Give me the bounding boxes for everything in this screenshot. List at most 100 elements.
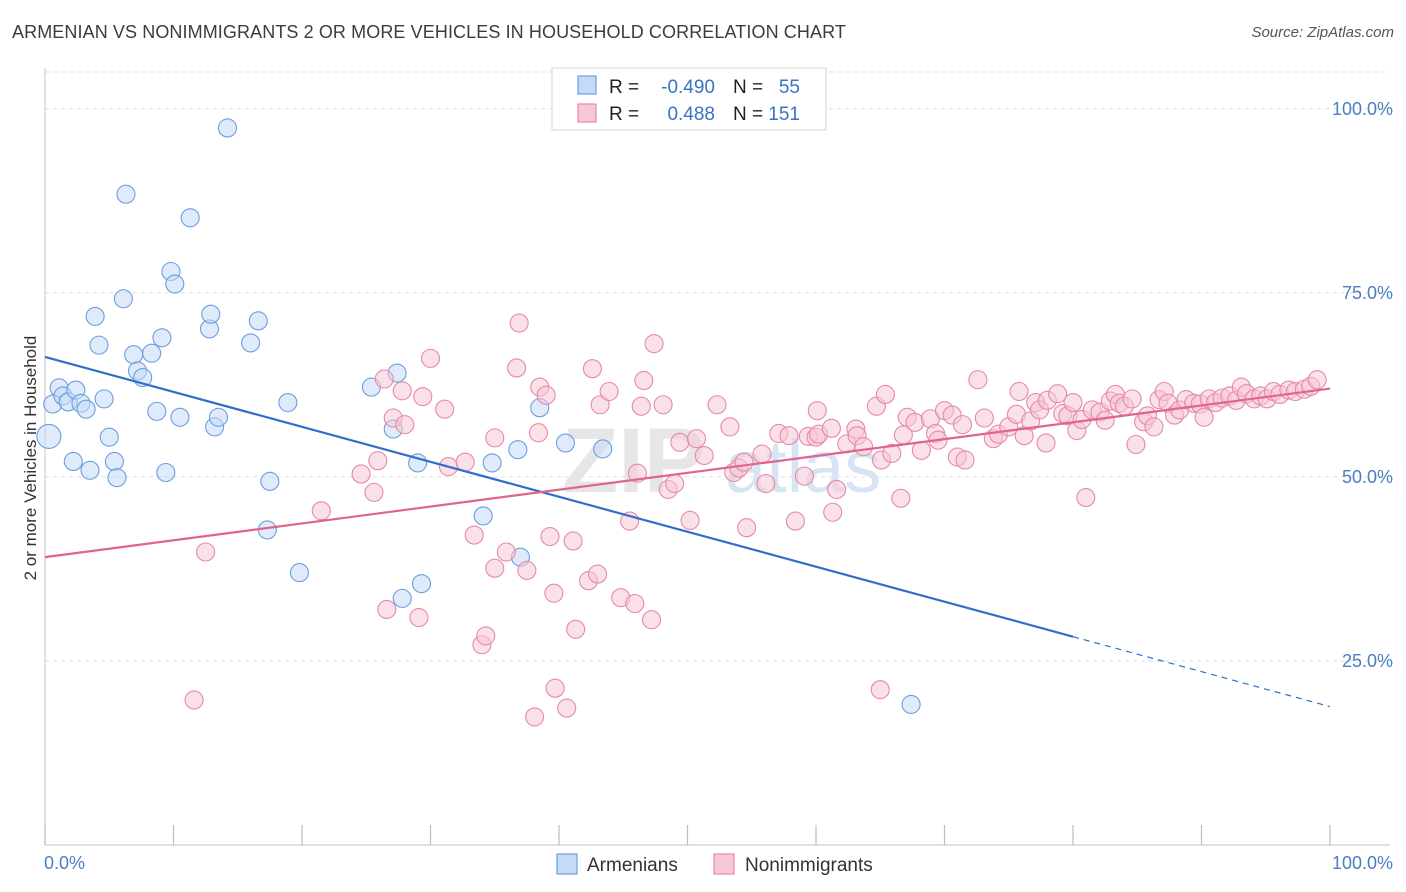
nonimmigrant-point <box>544 583 564 603</box>
grid-lines: 25.0% 50.0% 75.0% 100.0% <box>45 71 1393 671</box>
y-tick-label: 75.0% <box>1342 283 1393 303</box>
armenian-point <box>392 588 412 608</box>
nonimmigrant-point <box>734 452 754 472</box>
armenian-point <box>508 440 528 460</box>
nonimmigrant-point <box>509 313 529 333</box>
nonimmigrant-point <box>377 599 397 619</box>
nonimmigrant-point <box>540 526 560 547</box>
nonimmigrant-point <box>435 399 455 419</box>
nonimmigrant-point <box>311 501 331 521</box>
nonimmigrant-point <box>590 395 610 415</box>
armenian-point <box>208 407 229 427</box>
legend-n-label-nonimmigrants: N = <box>733 104 763 125</box>
nonimmigrant-point <box>653 395 673 415</box>
y-tick-label: 25.0% <box>1342 651 1393 671</box>
armenian-point <box>555 433 575 453</box>
nonimmigrant-point <box>634 370 654 391</box>
nonimmigrant-point <box>464 525 484 545</box>
nonimmigrant-point <box>1307 370 1327 390</box>
nonimmigrant-point <box>670 432 690 452</box>
trend-line-armenians-extension <box>1072 636 1331 708</box>
armenian-point <box>99 427 119 447</box>
armenian-point <box>411 574 432 594</box>
nonimmigrant-point <box>756 473 776 494</box>
nonimmigrant-point <box>536 385 556 405</box>
armenian-point <box>241 333 261 353</box>
x-tick-label-min: 0.0% <box>44 853 85 873</box>
armenian-point <box>107 468 127 488</box>
nonimmigrant-point <box>1063 392 1083 413</box>
nonimmigrant-point <box>1048 384 1068 404</box>
nonimmigrant-point <box>968 370 988 390</box>
nonimmigrant-point <box>694 446 714 466</box>
nonimmigrant-point <box>827 479 847 499</box>
nonimmigrant-point <box>627 463 647 483</box>
nonimmigrant-point <box>686 429 707 449</box>
axes <box>44 68 1390 846</box>
armenian-point <box>180 208 200 228</box>
armenian-point <box>89 335 109 355</box>
nonimmigrant-point <box>1095 410 1115 430</box>
armenian-point <box>289 563 309 583</box>
nonimmigrant-point <box>707 395 727 415</box>
armenian-point <box>142 343 162 363</box>
armenian-point <box>217 118 238 138</box>
legend-r-value-armenians: -0.490 <box>661 77 715 98</box>
armenian-point <box>152 328 172 348</box>
armenian-point <box>116 184 136 204</box>
legend-swatch-armenians <box>577 75 597 95</box>
armenian-point <box>248 311 268 331</box>
trend-line-armenians <box>44 355 1074 638</box>
armenian-point <box>104 451 124 471</box>
nonimmigrant-point <box>752 444 772 464</box>
legend-n-value-armenians: 55 <box>779 77 800 98</box>
armenian-point <box>85 306 105 326</box>
legend-swatch-nonimmigrants <box>577 103 597 123</box>
chart-title: ARMENIAN VS NONIMMIGRANTS 2 OR MORE VEHI… <box>12 22 846 42</box>
nonimmigrant-point <box>720 417 740 437</box>
armenian-point <box>165 274 185 294</box>
legend: R = -0.490 N = 55 R = 0.488 N = 151 <box>551 67 827 131</box>
nonimmigrant-point <box>395 415 415 435</box>
armenian-point <box>260 471 280 491</box>
armenian-point <box>201 304 221 324</box>
trend-lines <box>44 355 1331 708</box>
nonimmigrant-point <box>807 401 827 421</box>
nonimmigrant-point <box>680 510 700 530</box>
nonimmigrant-point <box>563 531 583 551</box>
nonimmigrant-point <box>525 707 545 727</box>
nonimmigrant-point <box>566 619 586 639</box>
armenian-point <box>473 506 493 526</box>
nonimmigrant-point <box>196 542 216 562</box>
armenian-point <box>482 453 502 473</box>
legend-r-value-nonimmigrants: 0.488 <box>667 104 715 125</box>
nonimmigrant-point <box>528 423 548 443</box>
nonimmigrant-point <box>785 511 805 531</box>
nonimmigrant-point <box>625 593 645 614</box>
nonimmigrant-point <box>368 451 388 471</box>
armenian-point <box>170 407 190 427</box>
trend-line-nonimmigrants <box>44 387 1331 559</box>
nonimmigrant-point <box>557 698 577 718</box>
nonimmigrant-point <box>1144 417 1164 437</box>
nonimmigrant-point <box>882 443 902 463</box>
armenian-point <box>147 401 167 421</box>
nonimmigrant-point <box>545 678 565 698</box>
nonimmigrant-point <box>875 384 895 405</box>
nonimmigrant-point <box>1194 407 1214 427</box>
nonimmigrant-point <box>476 626 496 646</box>
armenian-point <box>76 399 96 419</box>
svg-text:ZIP: ZIP <box>562 410 705 512</box>
chart-source: Source: ZipAtlas.com <box>1251 24 1394 41</box>
armenian-point <box>94 389 114 409</box>
nonimmigrant-point <box>823 502 843 522</box>
armenian-point <box>124 345 144 365</box>
nonimmigrant-point <box>496 542 516 562</box>
nonimmigrant-point <box>1122 389 1142 409</box>
nonimmigrant-point <box>413 387 433 407</box>
nonimmigrant-point <box>587 564 608 584</box>
nonimmigrant-point <box>409 607 429 628</box>
armenian-point <box>593 439 613 459</box>
nonimmigrant-point <box>392 381 412 401</box>
y-axis-label: 2 or more Vehicles in Household <box>21 336 40 581</box>
